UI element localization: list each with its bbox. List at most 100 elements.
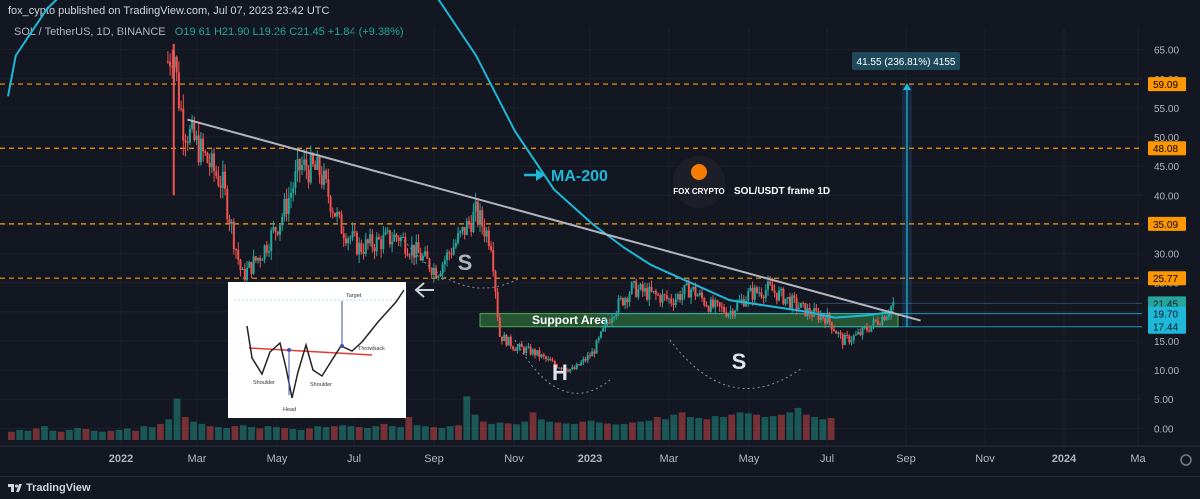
- candle-body: [169, 61, 172, 67]
- candle-body: [186, 142, 189, 144]
- candle-body: [652, 290, 655, 292]
- candle-body: [419, 252, 422, 261]
- candle-body: [692, 286, 695, 290]
- volume-bar: [753, 414, 760, 440]
- candle-body: [503, 334, 506, 342]
- candle-body: [180, 108, 183, 110]
- candle-body: [204, 151, 207, 153]
- candle-body: [865, 327, 868, 331]
- candle-body: [617, 298, 620, 313]
- volume-bar: [405, 417, 413, 440]
- candle-body: [619, 297, 622, 299]
- candle-body: [232, 221, 235, 250]
- volume-bar: [720, 417, 727, 440]
- candle-body: [602, 327, 605, 332]
- candle-body: [872, 319, 875, 326]
- candle-body: [349, 237, 352, 239]
- candle-body: [674, 298, 677, 305]
- volume-bar: [148, 427, 156, 440]
- candle-body: [276, 231, 279, 235]
- candle-body: [450, 253, 453, 255]
- y-axis-tick-label: 30.00: [1154, 250, 1179, 261]
- candle-body: [558, 367, 561, 369]
- candle-body: [571, 367, 574, 370]
- candle-body: [538, 350, 541, 358]
- candle-body: [676, 294, 679, 299]
- footer-brand[interactable]: TradingView: [26, 482, 91, 494]
- volume-bar: [49, 430, 57, 440]
- settings-gear-icon[interactable]: [1180, 454, 1192, 466]
- candle-body: [784, 298, 787, 305]
- volume-bar: [289, 428, 297, 440]
- candle-body: [582, 358, 585, 363]
- volume-bar: [504, 423, 512, 440]
- ma-200-line: [7, 0, 894, 319]
- volume-bar: [190, 421, 197, 440]
- candle-body: [479, 210, 482, 224]
- candle-body: [468, 220, 471, 224]
- candle-body: [520, 343, 523, 348]
- candle-body: [718, 302, 721, 307]
- candle-body: [764, 289, 767, 298]
- candle-body: [344, 238, 347, 244]
- volume-bar: [728, 414, 736, 440]
- footer-bar: TradingView: [0, 476, 1200, 499]
- candle-body: [380, 239, 383, 250]
- x-axis-tick-label: 2024: [1052, 453, 1077, 465]
- price-label-box: [1148, 141, 1186, 156]
- x-axis-tick-label: May: [267, 453, 288, 465]
- candle-body: [237, 249, 240, 260]
- candle-body: [832, 329, 835, 332]
- inset-throwback-label: Throwback: [358, 346, 385, 352]
- ohlc-close: C21.45: [289, 26, 325, 38]
- volume-bar: [132, 430, 139, 440]
- candle-body: [318, 157, 321, 176]
- volume-bar: [554, 422, 562, 440]
- chart-title-label: SOL/USDT frame 1D: [734, 186, 830, 197]
- volume-bar: [438, 428, 446, 440]
- candle-body: [586, 355, 589, 361]
- x-axis-tick-label: Nov: [504, 453, 524, 465]
- price-label-tag: 25.77: [1148, 271, 1186, 286]
- volume-bar: [57, 431, 65, 440]
- inset-neckline: [248, 347, 373, 356]
- candle-body: [850, 340, 853, 343]
- candle-body: [767, 281, 770, 290]
- candle-body: [226, 188, 229, 220]
- volume-bar: [637, 421, 645, 440]
- volume-bar: [496, 422, 504, 440]
- candle-body: [703, 298, 706, 305]
- inset-point: [287, 348, 291, 352]
- volume-bar: [330, 426, 338, 440]
- volume-bar: [24, 430, 32, 440]
- candle-body: [835, 331, 838, 334]
- inset-right-shoulder-label: Shoulder: [310, 382, 332, 388]
- volume-bar: [620, 423, 628, 440]
- candle-body: [573, 367, 576, 370]
- volume-bar: [397, 427, 404, 440]
- descending-trendline: [187, 118, 921, 322]
- volume-bar: [380, 423, 388, 440]
- y-axis-tick-label: 5.00: [1154, 395, 1174, 406]
- candle-body: [588, 355, 591, 357]
- candle-body: [551, 360, 554, 362]
- candle-body: [553, 361, 556, 365]
- candle-body: [681, 293, 684, 301]
- candle-body: [274, 227, 277, 232]
- y-axis-tick-label: 45.00: [1154, 162, 1179, 173]
- candle-body: [279, 225, 282, 235]
- symbol-pair[interactable]: SOL / TetherUS, 1D, BINANCE: [14, 26, 166, 38]
- candle-body: [386, 230, 389, 232]
- price-label-text: 48.08: [1153, 144, 1178, 155]
- volume-bar: [297, 429, 305, 440]
- price-label-text: 21.45: [1153, 299, 1178, 310]
- volume-bar: [604, 423, 611, 440]
- price-label-tag: 35.09: [1148, 216, 1186, 231]
- price-chart[interactable]: Support Area 41.55 (236.81%) 4155 MA-200 FO…: [0, 0, 1200, 476]
- volume-bar: [744, 413, 752, 440]
- candle-body: [391, 241, 394, 245]
- candle-body: [461, 226, 464, 232]
- volume-bar: [65, 429, 73, 440]
- candle-body: [760, 292, 763, 297]
- candle-body: [659, 295, 662, 303]
